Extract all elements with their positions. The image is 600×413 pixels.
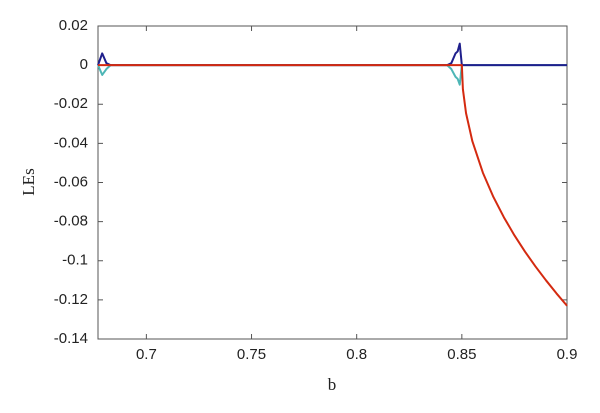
x-tick-label: 0.7	[136, 346, 157, 363]
y-axis-label: LEs	[19, 168, 38, 195]
x-axis-label: b	[328, 375, 337, 394]
x-tick-label: 0.9	[557, 346, 578, 363]
series-line	[97, 42, 567, 67]
x-tick-label: 0.85	[447, 346, 476, 363]
y-tick-label: -0.02	[54, 95, 88, 112]
plot-frame	[97, 25, 568, 340]
y-tick-label: -0.04	[54, 134, 88, 151]
y-tick-label: 0	[80, 56, 88, 73]
y-tick-label: -0.1	[62, 252, 88, 269]
y-tick-label: 0.02	[59, 17, 88, 34]
y-tick-label: -0.12	[54, 291, 88, 308]
y-tick-label: -0.14	[54, 330, 88, 347]
y-tick-label: -0.08	[54, 213, 88, 230]
x-tick-label: 0.75	[237, 346, 266, 363]
series-line	[98, 64, 568, 307]
x-tick-label: 0.8	[346, 346, 367, 363]
y-tick-label: -0.06	[54, 173, 88, 190]
series-line	[97, 64, 567, 86]
